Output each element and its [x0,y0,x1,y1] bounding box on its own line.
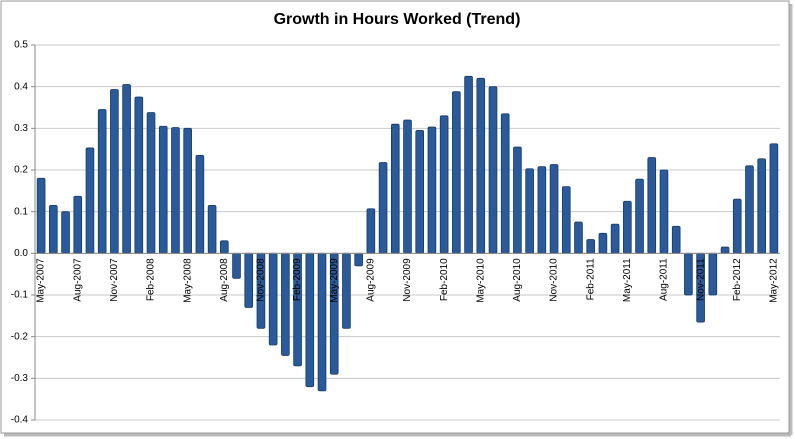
bar [586,239,596,254]
bar [500,113,510,254]
bar [305,252,315,388]
x-tick-label: Nov-2009 [402,258,413,302]
bar [415,130,425,254]
x-tick-label: Nov-2010 [549,258,560,302]
bar [207,205,217,254]
x-tick-label: Aug-2007 [72,258,83,302]
x-tick-label: Aug-2009 [366,258,377,302]
chart-title: Growth in Hours Worked (Trend) [274,11,521,28]
y-tick-label: 0.3 [14,123,28,134]
bar [403,119,412,254]
bar [732,198,742,254]
bar [317,252,327,392]
y-tick-label: 0.4 [14,81,28,92]
x-tick-label: Aug-2010 [512,258,523,302]
bar [195,155,205,254]
bar [623,200,632,254]
bar [244,252,254,308]
bar [610,223,620,254]
bar [745,165,754,254]
x-tick-label: Feb-2010 [439,258,450,301]
bar [281,252,290,356]
bar [488,86,498,254]
bar [134,96,144,254]
y-tick-label: -0.3 [11,373,29,384]
y-tick-label: 0.0 [14,248,28,259]
x-tick-label: Feb-2012 [732,258,743,301]
bar [49,205,58,254]
bar [61,211,70,254]
x-tick-label: May-2007 [36,258,47,303]
x-tick-label: Nov-2011 [695,258,706,301]
x-tick-label: May-2010 [475,258,486,303]
bar [574,221,583,254]
bar [390,123,400,254]
y-tick-label: 0.2 [14,165,28,176]
bar [757,158,766,254]
bar [219,240,229,254]
bar [513,146,522,254]
y-tick-label: -0.1 [11,290,29,301]
x-tick-label: Feb-2009 [292,258,303,301]
bar [537,166,547,254]
x-tick-label: May-2012 [769,258,780,303]
x-tick-label: May-2009 [329,258,340,303]
x-tick-label: May-2008 [182,258,193,303]
bar [635,178,644,254]
y-tick-label: -0.2 [11,331,29,342]
bar [476,77,486,254]
x-tick-label: Aug-2011 [659,258,670,301]
x-tick-label: Feb-2011 [585,258,596,301]
x-tick-label: Feb-2008 [146,258,157,301]
bar [268,252,278,346]
bar [598,232,608,254]
y-tick-label: 0.5 [14,40,28,51]
bar [525,168,534,254]
y-tick-label: 0.1 [14,206,28,217]
x-tick-label: May-2011 [622,258,633,302]
bar [378,162,388,254]
bar [232,252,241,279]
bar [110,89,119,254]
bar [464,75,473,254]
bar [122,84,131,254]
x-tick-label: Nov-2008 [256,258,267,302]
bar [561,186,571,254]
bar [366,208,376,254]
bar [354,252,363,267]
bar [684,252,693,296]
bar [97,109,107,254]
bar [427,126,437,254]
bar [720,246,730,254]
x-tick-label: Nov-2007 [109,258,120,302]
bar [439,115,449,254]
bar [452,91,461,254]
bar [183,127,192,254]
bar [342,252,351,329]
bar [85,147,95,254]
x-tick-label: Aug-2008 [219,258,230,302]
bar [549,164,559,254]
y-tick-label: -0.4 [11,415,29,426]
bar [158,125,168,254]
bar [659,169,669,254]
bar [647,157,657,254]
bar [73,195,83,254]
bar [671,225,681,254]
bar [769,143,779,254]
bar [36,177,46,254]
bar [171,127,180,254]
bar [146,112,156,254]
bar [708,252,718,296]
